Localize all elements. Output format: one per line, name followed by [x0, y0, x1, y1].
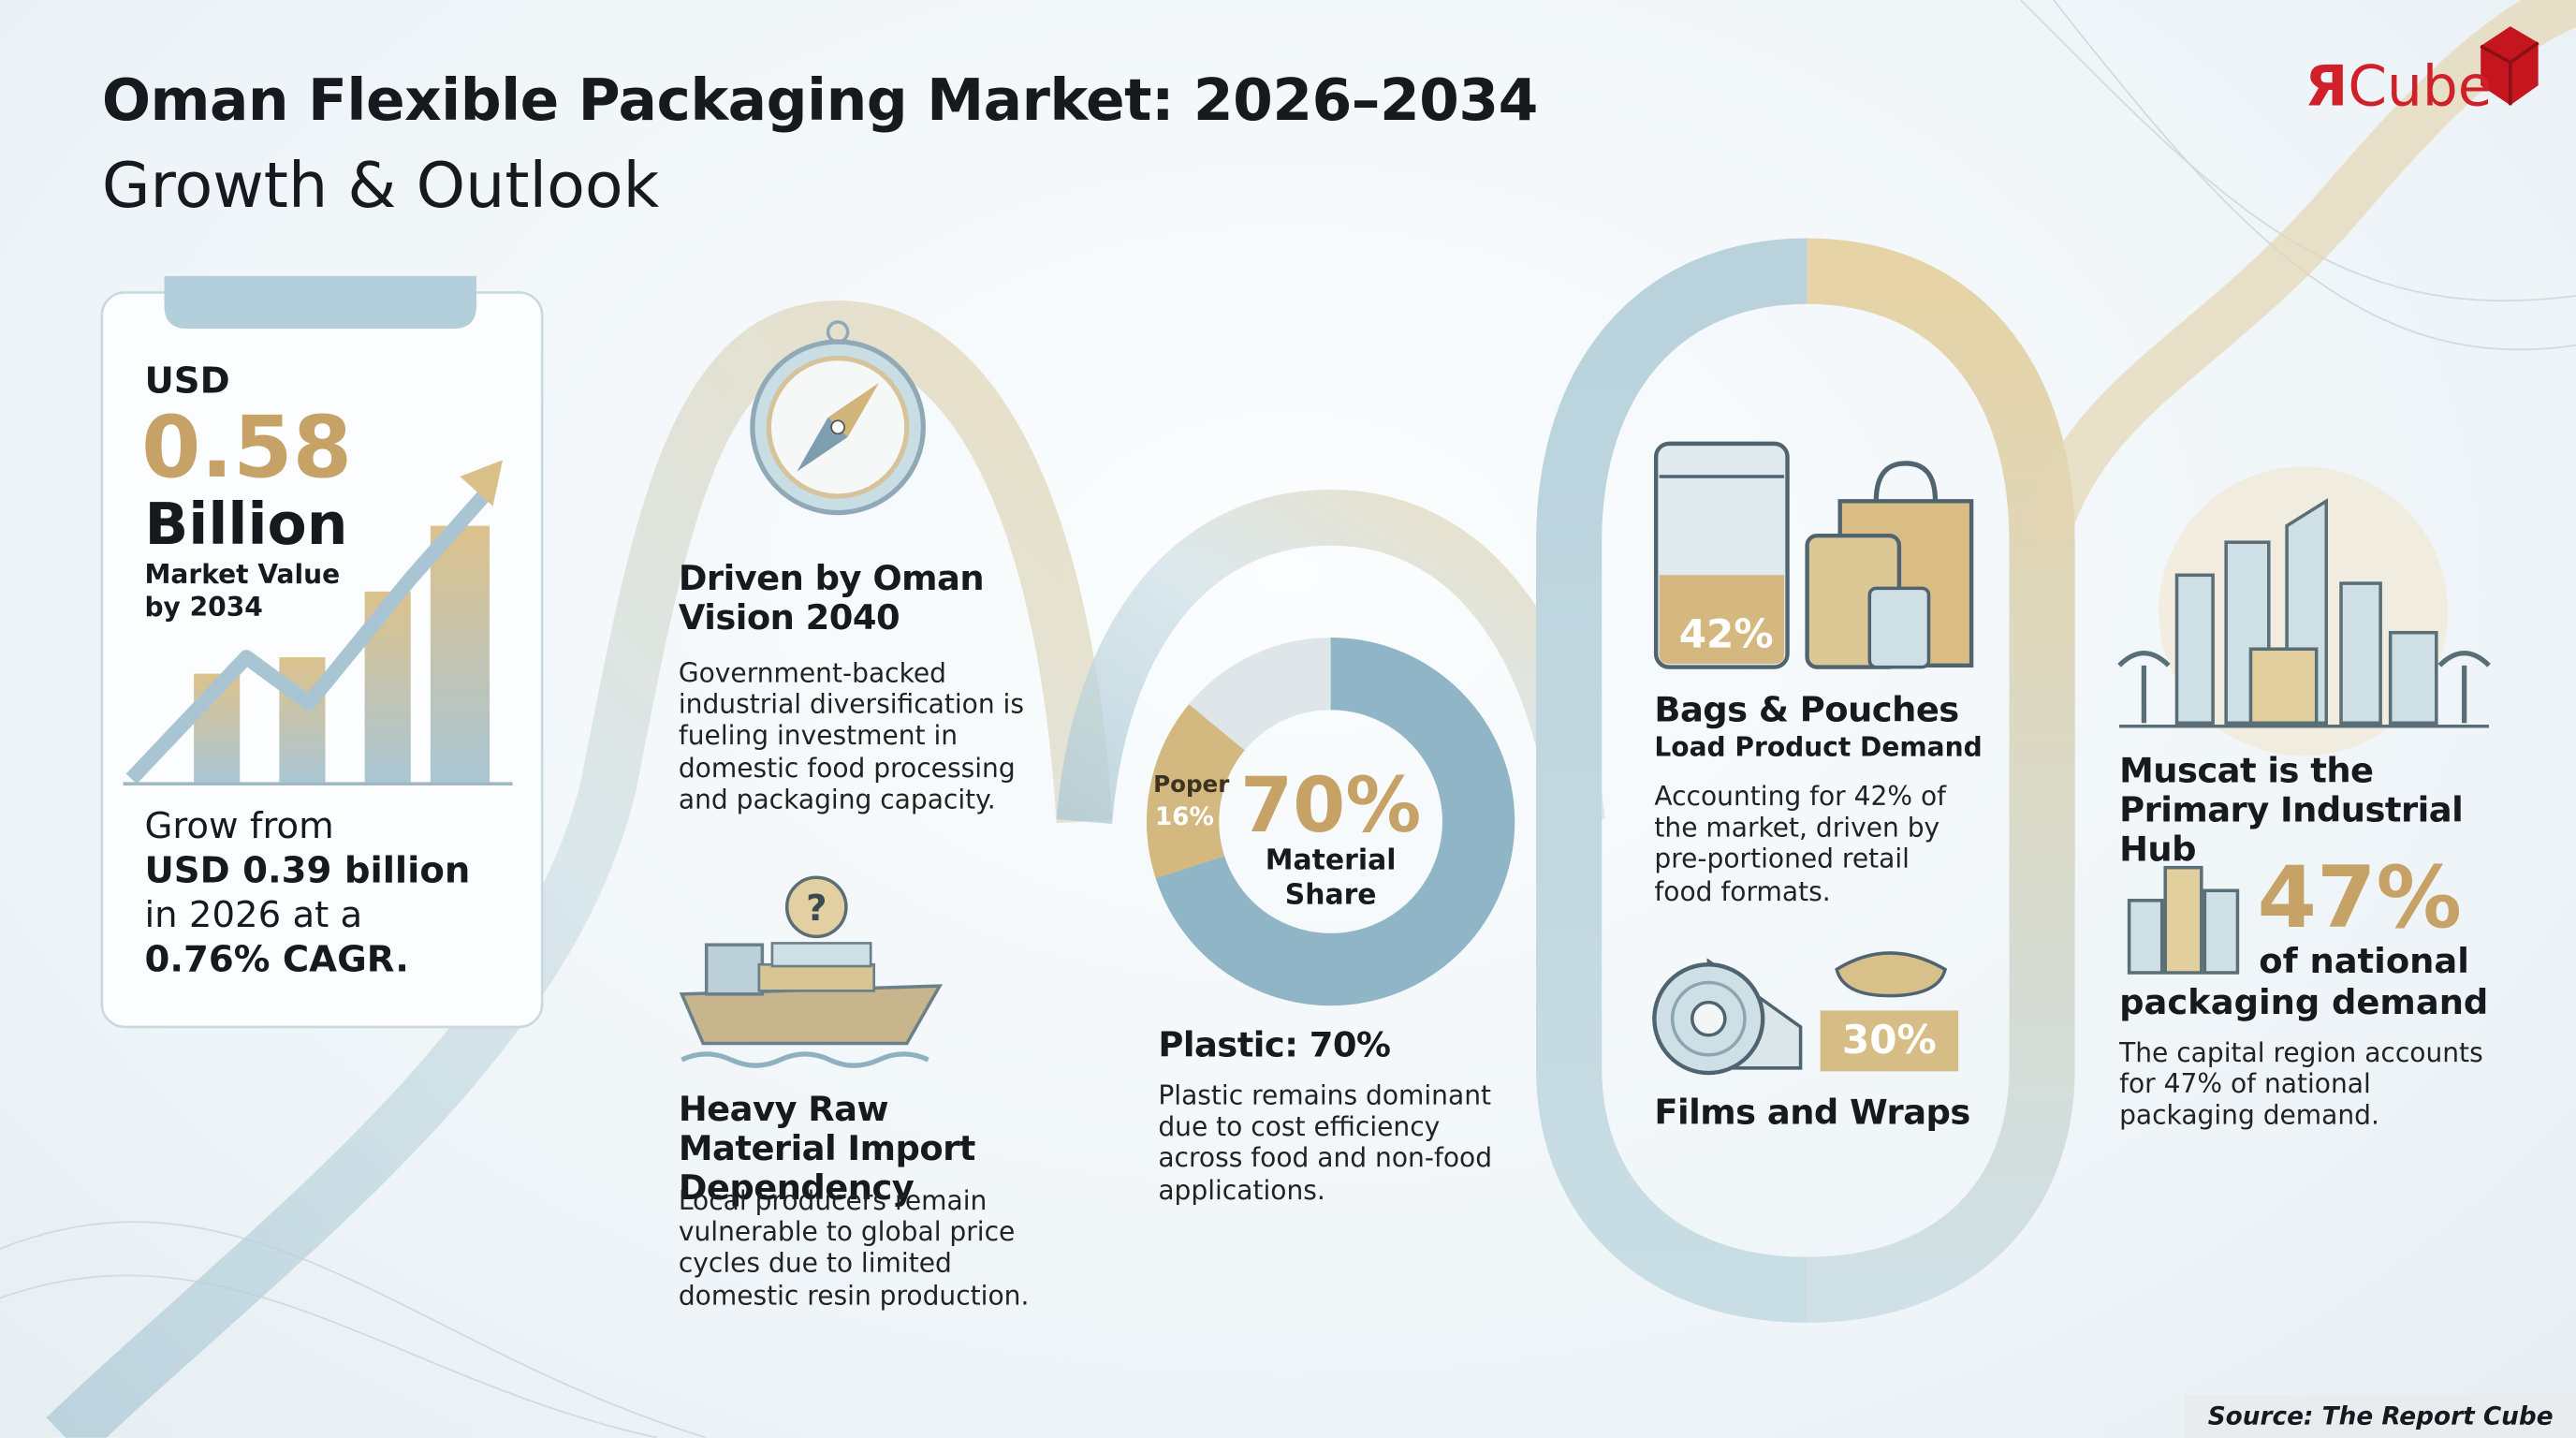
value-unit: Billion [144, 492, 348, 559]
product-text: Accounting for 42% of the market, driven… [1654, 780, 1947, 907]
growth-line: USD 0.39 billion [144, 851, 471, 893]
value-caption: Market Value by 2034 [144, 559, 340, 624]
card-tab [164, 275, 476, 330]
market-value: 0.58 [140, 399, 353, 498]
plastic-value: 70% [1239, 760, 1422, 850]
hub-value: 47% [2257, 849, 2462, 948]
subtitle: Growth & Outlook [101, 149, 660, 222]
donut-caption: Material Share [1265, 844, 1397, 913]
driver-text: Local producers remain vulnerable to glo… [678, 1184, 1030, 1311]
hub-text: The capital region accounts for 47% of n… [2119, 1036, 2483, 1132]
product-title: Bags & Pouches [1654, 690, 1959, 730]
caption-line: Market Value [144, 558, 341, 591]
growth-text: Grow from USD 0.39 billion in 2026 at a 0.7… [144, 805, 470, 983]
capsule-left [1536, 238, 1808, 1323]
logo: ЯCube [2305, 53, 2493, 121]
badge-text: 30% [1841, 1017, 1937, 1064]
paper-label: Poper [1153, 771, 1230, 799]
ribbon [46, 301, 1113, 1438]
paper-value: 16% [1154, 801, 1214, 832]
compass-icon [750, 320, 926, 516]
driver-text: Government-backed industrial diversifica… [678, 657, 1025, 815]
donut-chart [1147, 637, 1515, 1006]
value-prefix: USD [144, 361, 230, 403]
donut-segment [1155, 637, 1515, 1006]
badge [1820, 1010, 1959, 1072]
logo-mark: Я [2305, 53, 2349, 121]
material-heading: Plastic: 70% [1158, 1025, 1391, 1065]
hub-caption: packaging demand [2119, 982, 2489, 1022]
logo-text: Cube [2348, 53, 2493, 121]
product-subtitle: Load Product Demand [1654, 731, 1983, 763]
badge-text: 42% [1678, 610, 1774, 658]
material-text: Plastic remains dominant due to cost eff… [1158, 1079, 1493, 1206]
ship-icon: ? [679, 875, 943, 1068]
logo-cube [2480, 26, 2539, 106]
growth-line: 0.76% CAGR. [144, 939, 409, 981]
city-icon [2117, 466, 2491, 756]
caption-line: by 2034 [144, 591, 263, 624]
hub-title: Muscat is the Primary Industrial Hub [2119, 751, 2464, 870]
film-roll-icon [1652, 951, 1959, 1076]
growth-line: Grow from [144, 806, 334, 848]
driver-title: Driven by Oman Vision 2040 [678, 558, 985, 638]
product-title: Films and Wraps [1654, 1093, 1970, 1133]
small-city-icon [2127, 865, 2240, 975]
donut-segment [1147, 704, 1246, 879]
source: Source: The Report Cube [2185, 1395, 2576, 1438]
svg-text:?: ? [806, 888, 827, 930]
driver-title: Heavy Raw Material Import Dependency [678, 1089, 976, 1209]
growth-line: in 2026 at a [144, 895, 363, 937]
bags-icon [1653, 441, 1974, 669]
growth-chart-icon [123, 460, 513, 785]
hub-caption: of national [2259, 941, 2469, 981]
title: Oman Flexible Packaging Market: 2026–203… [101, 68, 1539, 135]
